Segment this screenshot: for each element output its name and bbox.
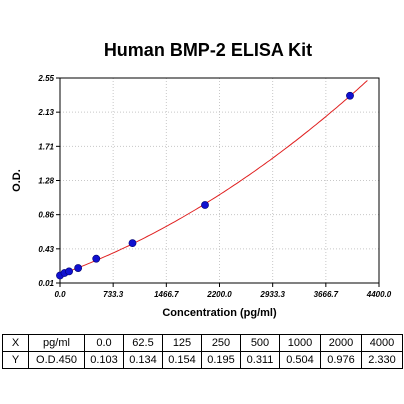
- table-cell: 500: [240, 334, 280, 352]
- y-tick-label: 0.01: [38, 279, 54, 288]
- y-tick-label: 1.71: [38, 142, 54, 151]
- elisa-chart: Human BMP-2 ELISA Kit 0.0 733.3 1466.7 2200…: [11, 40, 392, 319]
- table-cell: 0.154: [162, 351, 202, 369]
- table-cell: 0.504: [279, 351, 321, 369]
- table-cell: 2000: [320, 334, 362, 352]
- x-tick-label: 733.3: [103, 290, 124, 299]
- x-tick-label: 1466.7: [154, 290, 179, 299]
- y-tick-label: 0.43: [38, 245, 54, 254]
- table-cell: 250: [201, 334, 241, 352]
- data-point: [92, 254, 101, 263]
- table-cell: 1000: [279, 334, 321, 352]
- x-tick-label: 2933.3: [259, 290, 285, 299]
- table-cell: pg/ml: [28, 334, 85, 352]
- table-cell: 0.195: [201, 351, 241, 369]
- y-tick-label: 2.55: [37, 74, 54, 83]
- data-point: [128, 239, 137, 248]
- table-cell: X: [2, 334, 29, 352]
- axis-ticks: 0.0 733.3 1466.7 2200.0 2933.3 3666.7 4400.0 0.…: [37, 74, 391, 299]
- x-tick-label: 0.0: [54, 290, 66, 299]
- table-cell: 0.311: [240, 351, 280, 369]
- grid: [60, 78, 379, 283]
- chart-title: Human BMP-2 ELISA Kit: [104, 40, 312, 60]
- table-cell: 125: [162, 334, 202, 352]
- data-point: [346, 91, 354, 100]
- y-tick-label: 2.13: [37, 108, 54, 117]
- table-cell: O.D.450: [28, 351, 85, 369]
- fit-curve: [59, 80, 368, 276]
- table-cell: 0.134: [123, 351, 163, 369]
- table-cell: 4000: [361, 334, 403, 352]
- x-tick-label: 4400.0: [366, 290, 392, 299]
- table-cell: 2.330: [361, 351, 403, 369]
- table-cell: 0.0: [84, 334, 124, 352]
- x-tick-label: 2200.0: [206, 290, 232, 299]
- data-points: [56, 91, 354, 280]
- y-tick-label: 0.86: [38, 211, 54, 220]
- x-axis-label: Concentration (pg/ml): [162, 307, 277, 319]
- table-cell: 62.5: [123, 334, 163, 352]
- table-row: Y O.D.450 0.103 0.134 0.154 0.195 0.311 0.504 0.…: [2, 351, 403, 369]
- y-tick-label: 1.28: [38, 177, 54, 186]
- data-point: [65, 267, 73, 276]
- y-axis-label: O.D.: [11, 169, 23, 192]
- table-cell: 0.976: [320, 351, 362, 369]
- data-point: [201, 201, 209, 209]
- data-point: [74, 264, 83, 272]
- x-tick-label: 3666.7: [314, 290, 339, 299]
- table-cell: 0.103: [84, 351, 124, 369]
- table-cell: Y: [2, 351, 29, 369]
